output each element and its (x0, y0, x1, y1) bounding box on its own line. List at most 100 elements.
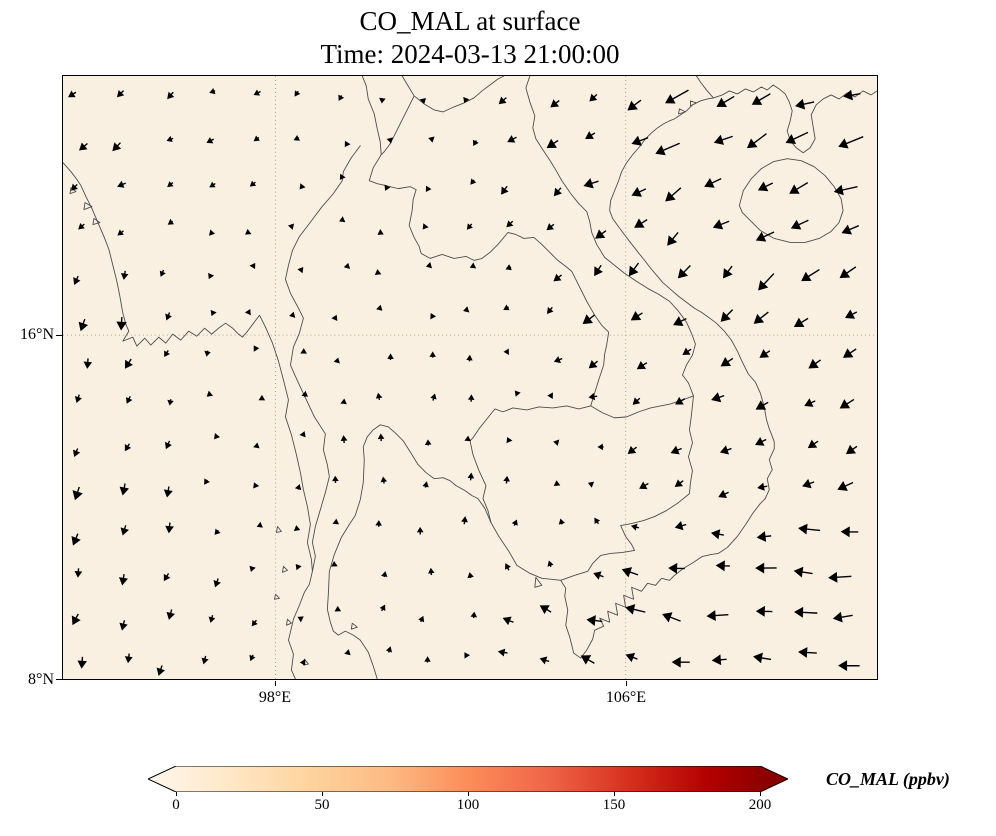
colorbar-tick-label: 0 (172, 797, 180, 813)
wind-arrow (424, 656, 431, 663)
wind-arrow (299, 431, 306, 438)
border-china (380, 76, 714, 156)
wind-arrow (625, 652, 638, 663)
wind-arrow (167, 218, 174, 225)
wind-arrow (295, 564, 302, 571)
wind-arrow (753, 652, 772, 664)
wind-arrow (385, 646, 393, 653)
wind-arrow (497, 648, 508, 657)
wind-arrow (165, 522, 174, 534)
wind-arrow (503, 304, 510, 311)
wind-arrow (377, 229, 384, 235)
border-cambodia-vietnam (560, 395, 694, 581)
wind-arrow (505, 264, 512, 271)
wind-arrow (294, 90, 301, 97)
wind-arrow (704, 177, 722, 188)
wind-arrow (789, 182, 809, 194)
wind-arrow (839, 266, 857, 279)
wind-arrow (716, 95, 735, 108)
wind-arrow (501, 185, 509, 195)
wind-arrow (156, 665, 166, 676)
wind-arrow (461, 516, 468, 525)
wind-arrow (553, 439, 560, 446)
wind-arrow (256, 521, 263, 528)
wind-arrow (636, 360, 648, 370)
wind-arrow (422, 481, 429, 488)
wind-arrow (71, 533, 81, 546)
coastlines (63, 84, 877, 679)
wind-arrow (757, 482, 768, 491)
ytick-mark-16n (56, 335, 62, 336)
wind-arrow (706, 610, 729, 621)
wind-arrow (504, 563, 511, 571)
wind-arrow (112, 142, 122, 152)
wind-arrow (293, 135, 300, 141)
wind-vectors (68, 87, 864, 676)
wind-arrow (300, 348, 307, 354)
wind-arrow (332, 518, 340, 525)
wind-arrow (249, 654, 256, 662)
wind-arrow (586, 615, 603, 626)
wind-arrow (249, 565, 256, 572)
wind-arrow (167, 399, 174, 406)
wind-arrow (416, 526, 424, 535)
ytick-label-16n: 16°N (20, 326, 54, 343)
wind-arrow (213, 578, 221, 588)
wind-arrow (751, 93, 771, 105)
wind-arrow (470, 178, 477, 185)
wind-arrow (674, 521, 687, 531)
wind-arrow (208, 272, 215, 280)
wind-arrow (117, 229, 124, 236)
wind-arrow (662, 612, 681, 623)
wind-arrow (720, 309, 734, 322)
wind-arrow (547, 392, 553, 399)
wind-arrow (288, 223, 295, 230)
wind-arrow (746, 133, 767, 149)
wind-arrow (301, 390, 309, 397)
wind-arrow (722, 265, 733, 279)
wind-arrow (670, 445, 682, 455)
wind-arrow (842, 348, 857, 358)
wind-arrow (344, 649, 351, 656)
wind-arrow (755, 231, 775, 242)
wind-arrow (83, 358, 93, 369)
wind-arrow (166, 135, 174, 142)
wind-arrow (841, 224, 860, 235)
wind-arrow (258, 394, 266, 401)
wind-arrow (627, 99, 642, 111)
wind-arrow (503, 348, 509, 356)
wind-arrow (249, 262, 256, 270)
wind-arrow (755, 605, 773, 617)
wind-arrow (587, 481, 595, 488)
wind-arrow (214, 432, 221, 440)
wind-arrow (627, 445, 638, 454)
wind-arrow (339, 173, 346, 180)
wind-arrow (429, 351, 436, 358)
wind-arrow (116, 89, 125, 98)
wind-arrow (837, 481, 854, 491)
wind-arrow (124, 358, 133, 369)
xtick-mark-106e (626, 681, 627, 686)
wind-arrow (632, 397, 641, 405)
wind-arrow (425, 185, 432, 192)
wind-arrow (72, 448, 81, 457)
wind-arrow (634, 218, 648, 228)
wind-arrow (71, 613, 81, 626)
wind-arrow (379, 604, 386, 612)
colorbar-tick-mark (760, 792, 761, 796)
wind-arrow (711, 654, 727, 666)
wind-arrow (379, 97, 386, 104)
wind-arrow (214, 528, 221, 535)
wind-arrow (299, 659, 306, 666)
wind-arrow (583, 178, 599, 189)
wind-arrow (804, 398, 816, 407)
wind-arrow (832, 611, 853, 623)
xtick-label-98e: 98°E (258, 689, 292, 706)
wind-arrow (245, 228, 252, 235)
wind-arrow (755, 436, 767, 446)
wind-arrow (428, 567, 435, 576)
wind-arrow (206, 137, 215, 144)
border-laos-vietnam (525, 76, 696, 397)
wind-arrow (630, 311, 643, 321)
colorbar-tick-label: 150 (602, 797, 626, 813)
